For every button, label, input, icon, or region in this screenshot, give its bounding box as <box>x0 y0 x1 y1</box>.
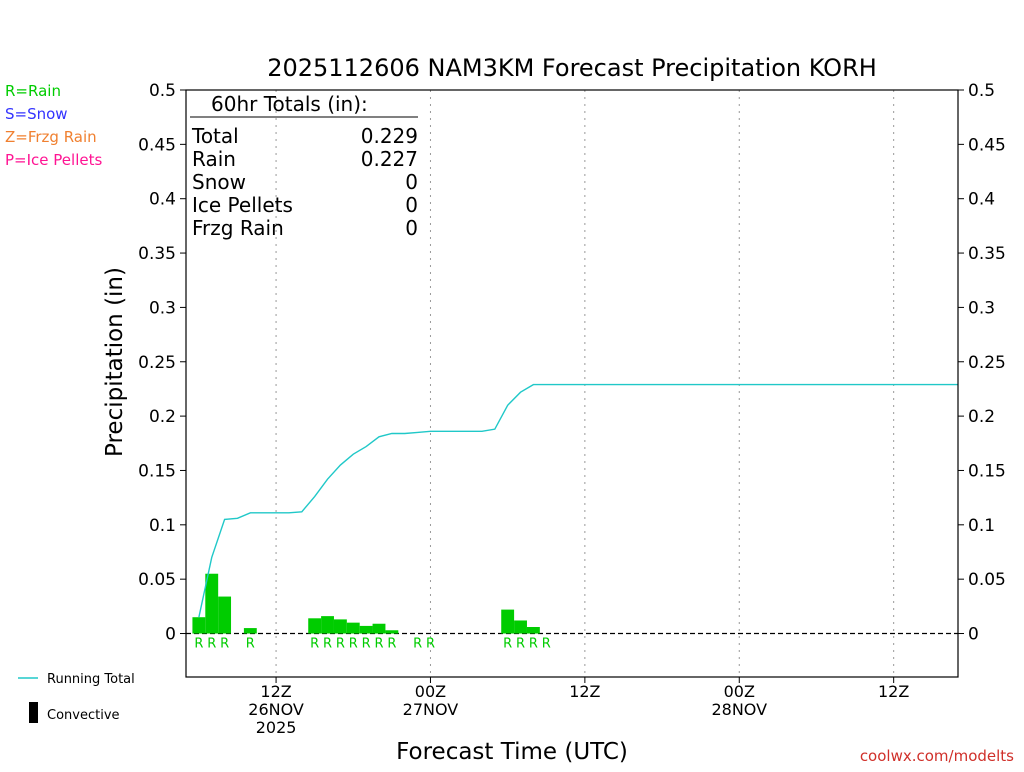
y-tick-label-left: 0.15 <box>138 461 176 481</box>
plot-frame <box>185 89 959 678</box>
precip-bar <box>346 622 360 634</box>
totals-box: 60hr Totals (in): Total 0.229 Rain 0.227 Sno… <box>190 92 418 240</box>
type-legend-entry: R=Rain <box>5 82 61 100</box>
precip-type-label: R <box>194 637 203 652</box>
precip-type-label: R <box>336 637 345 652</box>
totals-value: 0 <box>405 193 418 217</box>
y-tick-label-right: 0.4 <box>968 190 995 210</box>
convective-swatch <box>29 702 38 723</box>
y-tick-label-right: 0 <box>968 625 979 645</box>
precip-bar <box>321 616 334 634</box>
y-tick-label-right: 0.25 <box>968 353 1006 373</box>
precip-type-label: R <box>220 637 229 652</box>
type-legend-entry: P=Ice Pellets <box>5 151 102 169</box>
totals-value: 0.229 <box>361 124 418 148</box>
totals-label: Ice Pellets <box>192 193 293 217</box>
y-tick-label-left: 0.45 <box>138 135 176 155</box>
credit-text: coolwx.com/modelts <box>860 747 1014 765</box>
precip-type-label: R <box>374 637 383 652</box>
precip-type-label: R <box>323 637 332 652</box>
x-tick-label: 27NOV <box>403 700 459 719</box>
precip-type-label: R <box>503 637 512 652</box>
running-total-line <box>198 383 958 618</box>
precip-bar <box>205 573 219 634</box>
y-tick-label-left: 0.35 <box>138 244 176 264</box>
totals-label: Rain <box>192 147 236 171</box>
totals-label: Total <box>191 124 239 148</box>
totals-value: 0 <box>405 216 418 240</box>
precip-bar <box>359 625 373 634</box>
totals-label: Frzg Rain <box>192 216 284 240</box>
precip-type-label: R <box>516 637 525 652</box>
precip-type-label: R <box>413 637 422 652</box>
precip-bar <box>192 617 206 634</box>
x-tick-label: 12Z <box>260 682 291 701</box>
y-tick-label-right: 0.5 <box>968 81 995 101</box>
x-tick-label: 00Z <box>415 682 446 701</box>
x-tick-label: 26NOV <box>248 700 304 719</box>
y-tick-label-left: 0.5 <box>149 81 176 101</box>
y-tick-label-right: 0.2 <box>968 407 995 427</box>
precip-bar <box>243 628 257 634</box>
precip-bar <box>501 609 515 634</box>
y-tick-label-left: 0.1 <box>149 516 176 536</box>
precip-bar <box>308 618 322 634</box>
precip-type-label: R <box>349 637 358 652</box>
totals-label: Snow <box>192 170 246 194</box>
precip-bar <box>218 596 232 634</box>
precip-bar <box>385 630 399 634</box>
line-legend: Running Total Convective <box>18 672 135 723</box>
y-tick-label-left: 0.4 <box>149 190 176 210</box>
line-legend-label: Running Total <box>47 672 135 687</box>
precip-type-label: R <box>387 637 396 652</box>
y-tick-label-left: 0.25 <box>138 353 176 373</box>
precip-type-label: R <box>207 637 216 652</box>
y-axis-label: Precipitation (in) <box>102 267 128 457</box>
precip-type-legend: R=Rain S=Snow Z=Frzg Rain P=Ice Pellets <box>5 82 102 169</box>
precip-bar <box>514 620 527 634</box>
y-tick-label-right: 0.15 <box>968 461 1006 481</box>
totals-heading: 60hr Totals (in): <box>211 92 368 116</box>
type-legend-entry: Z=Frzg Rain <box>5 128 97 146</box>
totals-value: 0.227 <box>361 147 418 171</box>
line-legend-label: Convective <box>47 708 120 723</box>
right-y-axis: 0.5 0.45 0.4 0.35 0.3 0.25 0.2 0.15 0.1 0.05 0 <box>958 81 1006 645</box>
y-tick-label-right: 0.45 <box>968 135 1006 155</box>
y-tick-label-left: 0.05 <box>138 570 176 590</box>
x-tick-label: 12Z <box>569 682 600 701</box>
precip-type-label: R <box>310 637 319 652</box>
y-tick-label-right: 0.1 <box>968 516 995 536</box>
x-tick-label: 12Z <box>878 682 909 701</box>
x-tick-label: 28NOV <box>711 700 767 719</box>
y-tick-label-right: 0.05 <box>968 570 1006 590</box>
y-tick-label-right: 0.35 <box>968 244 1006 264</box>
x-tick-label: 2025 <box>256 718 297 737</box>
left-y-axis: 0.5 0.45 0.4 0.35 0.3 0.25 0.2 0.15 0.1 0.05 0 <box>138 81 186 645</box>
chart-title: 2025112606 NAM3KM Forecast Precipitation… <box>267 54 877 82</box>
precip-type-label: R <box>246 637 255 652</box>
type-legend-entry: S=Snow <box>5 105 68 123</box>
precip-type-label: R <box>529 637 538 652</box>
x-tick-label: 00Z <box>724 682 755 701</box>
y-tick-label-left: 0.2 <box>149 407 176 427</box>
precip-bar <box>526 626 540 634</box>
precip-bar <box>333 619 347 634</box>
precip-type-label: R <box>542 637 551 652</box>
x-axis-label: Forecast Time (UTC) <box>396 739 628 765</box>
y-tick-label-right: 0.3 <box>968 298 995 318</box>
y-tick-label-left: 0.3 <box>149 298 176 318</box>
totals-value: 0 <box>405 170 418 194</box>
precip-bar <box>372 623 386 634</box>
y-tick-label-left: 0 <box>165 625 176 645</box>
precip-type-label: R <box>426 637 435 652</box>
hourly-precip-bars <box>192 573 540 634</box>
precip-type-label: R <box>362 637 371 652</box>
